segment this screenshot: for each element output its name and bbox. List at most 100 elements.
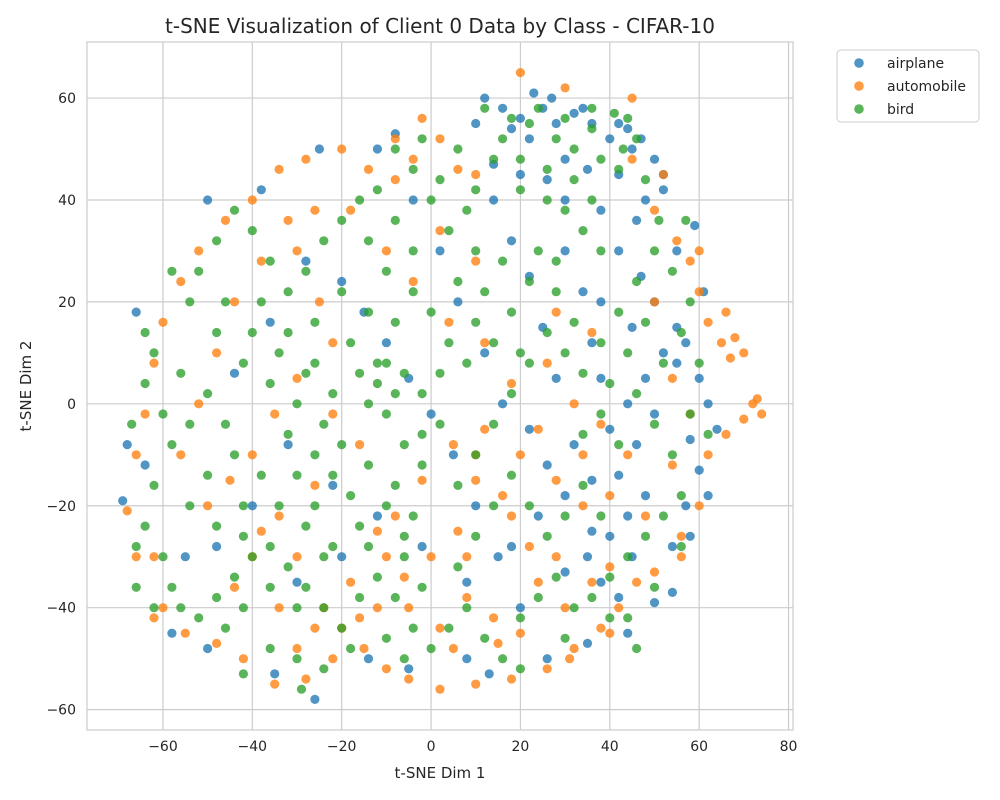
bird-point bbox=[212, 592, 222, 603]
airplane-point bbox=[435, 246, 445, 256]
automobile-point bbox=[390, 511, 400, 521]
airplane-point bbox=[703, 491, 713, 501]
airplane-point bbox=[417, 541, 427, 552]
automobile-point bbox=[363, 164, 374, 174]
airplane-point bbox=[524, 134, 535, 144]
airplane-point bbox=[448, 450, 458, 460]
bird-point bbox=[587, 124, 597, 134]
bird-point bbox=[301, 368, 311, 378]
bird-point bbox=[587, 592, 597, 603]
bird-point bbox=[203, 470, 213, 480]
automobile-point bbox=[417, 475, 427, 485]
bird-point bbox=[229, 205, 240, 215]
automobile-point bbox=[640, 511, 651, 521]
legend-item-automobile[interactable]: automobile bbox=[854, 79, 966, 95]
airplane-point bbox=[381, 338, 391, 348]
airplane-point bbox=[498, 103, 508, 113]
automobile-point bbox=[426, 552, 436, 562]
automobile-point bbox=[649, 567, 660, 577]
automobile-point bbox=[399, 572, 409, 582]
airplane-point bbox=[694, 465, 704, 475]
legend[interactable]: airplane automobile bird bbox=[836, 49, 980, 123]
airplane-point bbox=[471, 501, 481, 511]
automobile-point bbox=[390, 175, 400, 185]
automobile-point bbox=[489, 613, 499, 623]
automobile-point bbox=[220, 215, 231, 225]
x-tick-label: −40 bbox=[238, 739, 268, 755]
bird-point bbox=[372, 358, 382, 368]
bird-point bbox=[506, 389, 517, 399]
airplane-point bbox=[426, 409, 436, 419]
airplane-point bbox=[614, 592, 624, 603]
bird-point bbox=[140, 521, 150, 531]
bird-point bbox=[283, 287, 293, 297]
automobile-point bbox=[444, 317, 454, 327]
bird-point bbox=[694, 358, 704, 368]
x-axis-label: t-SNE Dim 1 bbox=[395, 764, 486, 782]
automobile-point bbox=[256, 526, 266, 536]
airplane-point bbox=[301, 256, 311, 266]
bird-point bbox=[640, 317, 651, 327]
bird-point bbox=[444, 623, 454, 633]
bird-point bbox=[238, 531, 248, 541]
bird-point bbox=[471, 531, 481, 541]
automobile-point bbox=[149, 613, 159, 623]
automobile-point bbox=[667, 373, 678, 383]
bird-point bbox=[283, 429, 293, 439]
series-automobile bbox=[122, 68, 767, 694]
bird-point bbox=[363, 307, 374, 317]
airplane-point bbox=[533, 511, 543, 521]
bird-point bbox=[578, 226, 588, 236]
airplane-point bbox=[560, 154, 570, 164]
bird-point bbox=[238, 358, 248, 368]
bird-point bbox=[390, 389, 400, 399]
bird-point bbox=[506, 470, 517, 480]
airplane-point bbox=[131, 307, 141, 317]
airplane-point bbox=[462, 577, 472, 587]
airplane-point bbox=[480, 348, 490, 358]
automobile-point bbox=[721, 429, 731, 439]
bird-point bbox=[667, 450, 678, 460]
bird-point bbox=[623, 613, 633, 623]
automobile-point bbox=[390, 134, 400, 144]
automobile-point bbox=[194, 399, 204, 409]
automobile-point bbox=[292, 246, 302, 256]
bird-point bbox=[301, 521, 311, 531]
y-tick-label: 0 bbox=[67, 397, 76, 413]
bird-point bbox=[498, 654, 508, 664]
automobile-point bbox=[694, 501, 704, 511]
automobile-point bbox=[716, 338, 727, 348]
automobile-point bbox=[672, 236, 682, 246]
bird-point bbox=[640, 175, 651, 185]
automobile-point bbox=[542, 664, 552, 674]
legend-item-airplane[interactable]: airplane bbox=[854, 56, 944, 72]
automobile-point bbox=[404, 674, 414, 684]
automobile-point bbox=[551, 475, 561, 485]
automobile-point bbox=[301, 154, 311, 164]
legend-item-bird[interactable]: bird bbox=[854, 102, 914, 118]
airplane-point bbox=[569, 108, 579, 118]
airplane-point bbox=[658, 348, 669, 358]
automobile-point bbox=[515, 450, 526, 460]
bird-point bbox=[480, 633, 490, 643]
bird-point bbox=[676, 541, 686, 552]
airplane-point bbox=[623, 628, 633, 638]
bird-point bbox=[372, 572, 382, 582]
airplane-point bbox=[372, 144, 382, 154]
bird-point bbox=[444, 338, 454, 348]
airplane-point bbox=[515, 169, 526, 180]
bird-point bbox=[551, 572, 561, 582]
automobile-point bbox=[404, 603, 414, 613]
airplane-point bbox=[328, 480, 338, 490]
bird-point bbox=[346, 491, 356, 501]
automobile-point bbox=[627, 93, 637, 103]
bird-point bbox=[381, 633, 391, 643]
automobile-point bbox=[587, 327, 597, 338]
bird-point bbox=[524, 358, 535, 368]
bird-point bbox=[194, 266, 204, 276]
bird-point bbox=[551, 256, 561, 266]
bird-point bbox=[462, 205, 472, 215]
airplane-point bbox=[283, 440, 293, 450]
airplane-point bbox=[229, 368, 240, 378]
bird-point bbox=[310, 501, 320, 511]
